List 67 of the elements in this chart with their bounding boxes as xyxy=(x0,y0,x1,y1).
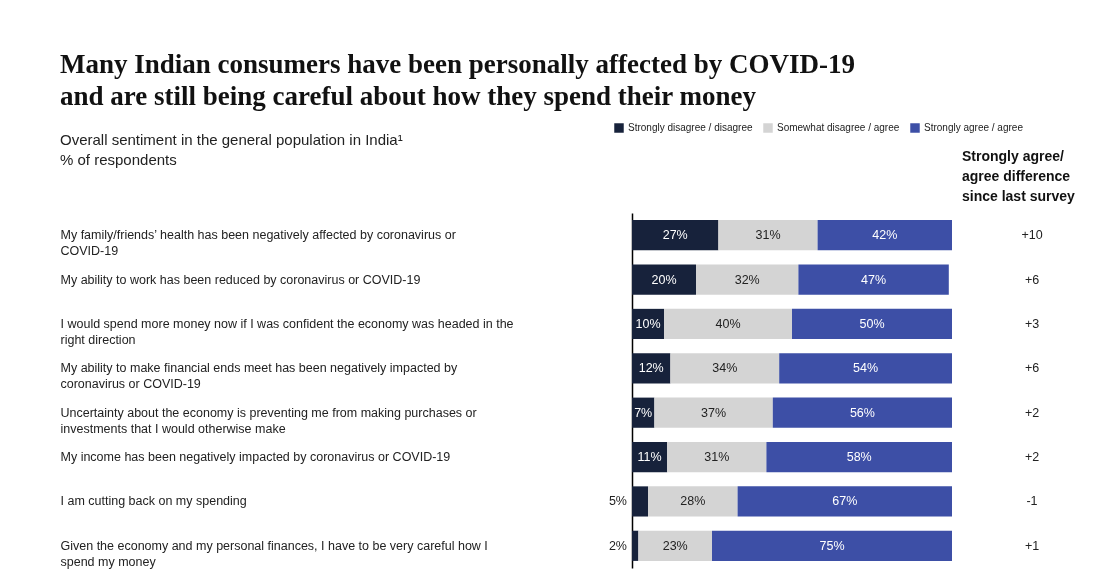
data-label: 42% xyxy=(872,228,898,243)
data-label: 40% xyxy=(715,316,741,331)
bar xyxy=(766,441,952,473)
data-label: 37% xyxy=(701,405,727,420)
text: Strongly agree/ agree difference since last survey xyxy=(962,148,1076,205)
y-tick-label: My family/friends’ health has been negatively affected by coronavirus or COVID-19 xyxy=(60,228,456,259)
data-label: 12% xyxy=(638,361,664,376)
data-label: 67% xyxy=(832,494,858,509)
bar xyxy=(654,397,773,428)
y-tick-label: I would spend more money now if I was confident the economy was headed in the right direction xyxy=(60,316,514,347)
bar xyxy=(712,530,952,561)
data-label: 27% xyxy=(662,228,688,243)
text: % of respondents xyxy=(60,151,177,168)
data-label: 58% xyxy=(846,450,872,465)
data-label: 5% xyxy=(608,494,627,509)
y-tick-label: I am cutting back on my spending xyxy=(60,494,247,509)
y-tick-label: My ability to work has been reduced by coronavirus or COVID-19 xyxy=(60,272,421,287)
data-label: 11% xyxy=(637,450,662,465)
data-label: 31% xyxy=(755,228,781,243)
bar xyxy=(632,530,639,561)
text: -1 xyxy=(1026,494,1038,509)
y-tick-label: Given the economy and my personal finances, I have to be very careful how I spend my money xyxy=(60,538,488,569)
data-label: 31% xyxy=(704,450,730,465)
text: +3 xyxy=(1024,316,1040,331)
bar xyxy=(772,397,952,428)
data-label: 28% xyxy=(680,494,706,509)
bar xyxy=(667,441,767,473)
bar xyxy=(779,353,952,384)
bar xyxy=(737,486,952,517)
data-label: 50% xyxy=(859,316,885,331)
y-tick-label: My ability to make financial ends meet has been negatively impacted by coronavirus or COVID-19 xyxy=(60,361,458,392)
bar xyxy=(638,530,712,561)
bar xyxy=(792,308,952,340)
legend-label: Strongly disagree / disagree xyxy=(628,122,753,133)
data-label: 10% xyxy=(635,316,661,331)
data-label: 47% xyxy=(861,272,887,287)
text: Overall sentiment in the general population in India¹ xyxy=(60,131,403,148)
y-tick-label: Uncertainty about the economy is preventing me from making purchases or investments that I would otherwise make xyxy=(60,405,477,436)
text: +1 xyxy=(1024,538,1040,553)
data-label: 2% xyxy=(608,538,627,553)
bar xyxy=(664,308,792,340)
data-label: 75% xyxy=(819,538,845,553)
y-tick-label: My income has been negatively impacted by coronavirus or COVID-19 xyxy=(60,450,451,465)
bar xyxy=(718,220,818,251)
legend-label: Somewhat disagree / agree xyxy=(777,122,900,133)
bar xyxy=(670,353,780,384)
bar xyxy=(798,264,949,295)
bar xyxy=(696,264,799,295)
text: +2 xyxy=(1024,450,1040,465)
text: +2 xyxy=(1024,405,1040,420)
data-label: 20% xyxy=(651,272,677,287)
data-label: 7% xyxy=(634,405,653,420)
legend-label: Strongly agree / agree xyxy=(924,122,1024,133)
bar xyxy=(648,486,738,517)
data-label: 23% xyxy=(662,538,688,553)
data-label: 32% xyxy=(734,272,760,287)
data-label: 56% xyxy=(849,405,875,420)
bar xyxy=(632,220,719,251)
bar xyxy=(632,486,648,517)
bar xyxy=(817,220,952,251)
text: +6 xyxy=(1024,272,1040,287)
data-label: 34% xyxy=(712,361,738,376)
chart-title: Many Indian consumers have been personally affected by COVID-19 and are still being careful about how they spend their money xyxy=(60,49,856,111)
text: +10 xyxy=(1021,228,1043,243)
bar xyxy=(632,264,696,295)
text: +6 xyxy=(1024,361,1040,376)
data-label: 54% xyxy=(853,361,879,376)
